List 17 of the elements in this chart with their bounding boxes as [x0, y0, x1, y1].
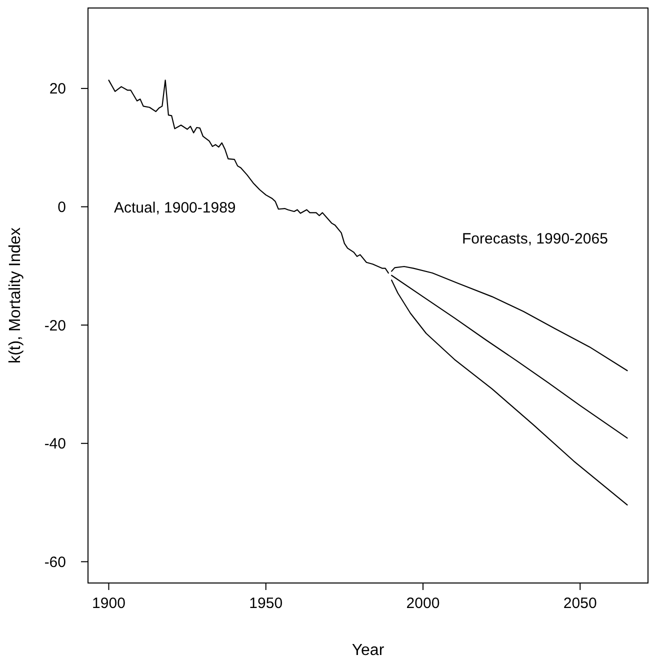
- y-tick-label: -60: [44, 554, 66, 571]
- x-tick-label: 1950: [249, 595, 283, 612]
- y-tick-label: -20: [44, 317, 66, 334]
- line-series: [391, 280, 628, 506]
- y-tick-label: -40: [44, 436, 66, 453]
- y-tick-label: 0: [58, 199, 66, 216]
- x-axis-title: Year: [352, 642, 385, 659]
- x-tick-label: 2000: [406, 595, 440, 612]
- line-series: [108, 80, 389, 274]
- line-series: [391, 266, 628, 372]
- y-axis-title: k(t), Mortality Index: [7, 227, 24, 364]
- y-tick-label: 20: [49, 80, 66, 98]
- x-tick-label: 2050: [563, 595, 597, 612]
- x-tick-label: 1900: [92, 595, 126, 612]
- annotation: Actual, 1900-1989: [114, 199, 236, 216]
- line-series: [391, 274, 628, 439]
- annotation: Forecasts, 1990-2065: [462, 230, 608, 248]
